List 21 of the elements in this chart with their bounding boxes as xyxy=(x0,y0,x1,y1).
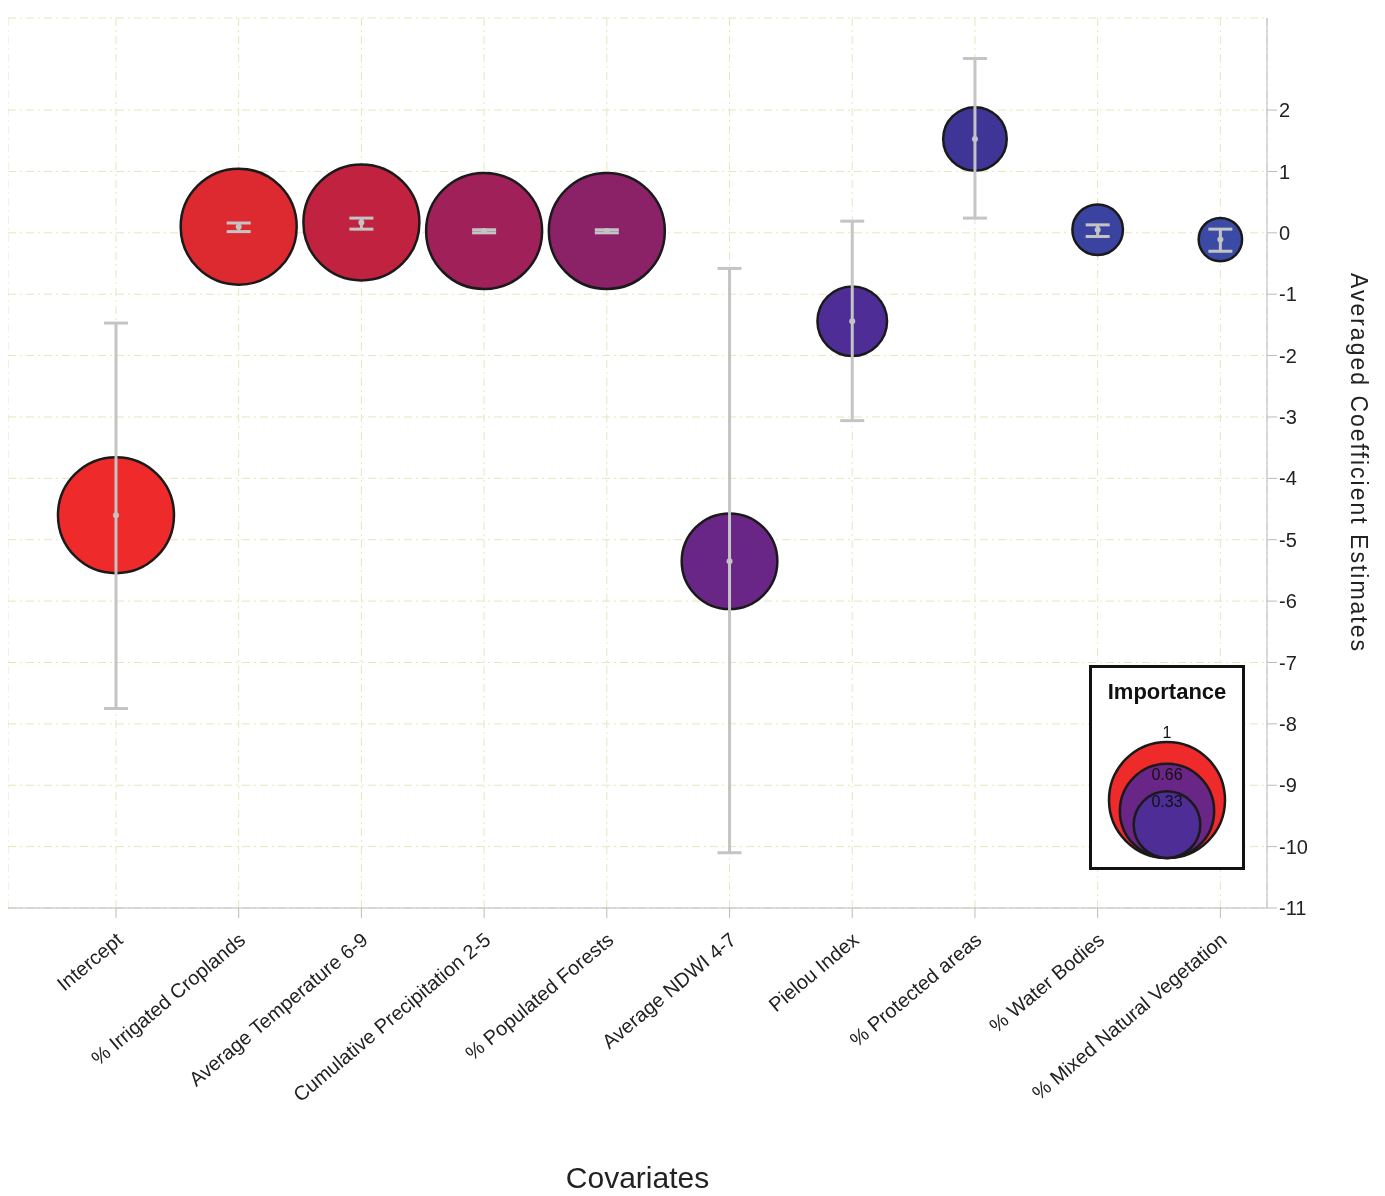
y-tick-label: -7 xyxy=(1279,651,1297,674)
y-tick-label: 2 xyxy=(1279,99,1291,122)
y-tick-label: -1 xyxy=(1279,283,1297,306)
y-axis-title: Averaged Coefficient Estimates xyxy=(1345,272,1372,654)
y-tick-label: -8 xyxy=(1279,712,1297,735)
legend-label: 0.33 xyxy=(1151,793,1183,811)
y-tick-label: -6 xyxy=(1279,590,1297,613)
y-tick-label: -5 xyxy=(1279,528,1297,551)
x-axis-title: Covariates xyxy=(565,1161,710,1194)
y-tick-label: -3 xyxy=(1279,406,1297,429)
y-tick-label: -10 xyxy=(1279,835,1308,858)
size-key: Importance 1 0.66 0.33 xyxy=(1089,665,1245,870)
y-tick-label: -4 xyxy=(1279,467,1297,490)
y-tick-label: -11 xyxy=(1279,897,1307,920)
legend-label: 1 xyxy=(1162,724,1172,741)
legend-label: 0.66 xyxy=(1151,765,1183,783)
y-tick-label: -2 xyxy=(1279,344,1297,367)
y-tick-label: 1 xyxy=(1279,160,1291,183)
legend-title: Importance xyxy=(1107,679,1227,704)
y-tick-label: 0 xyxy=(1279,221,1291,244)
y-tick-label: -9 xyxy=(1279,774,1297,797)
